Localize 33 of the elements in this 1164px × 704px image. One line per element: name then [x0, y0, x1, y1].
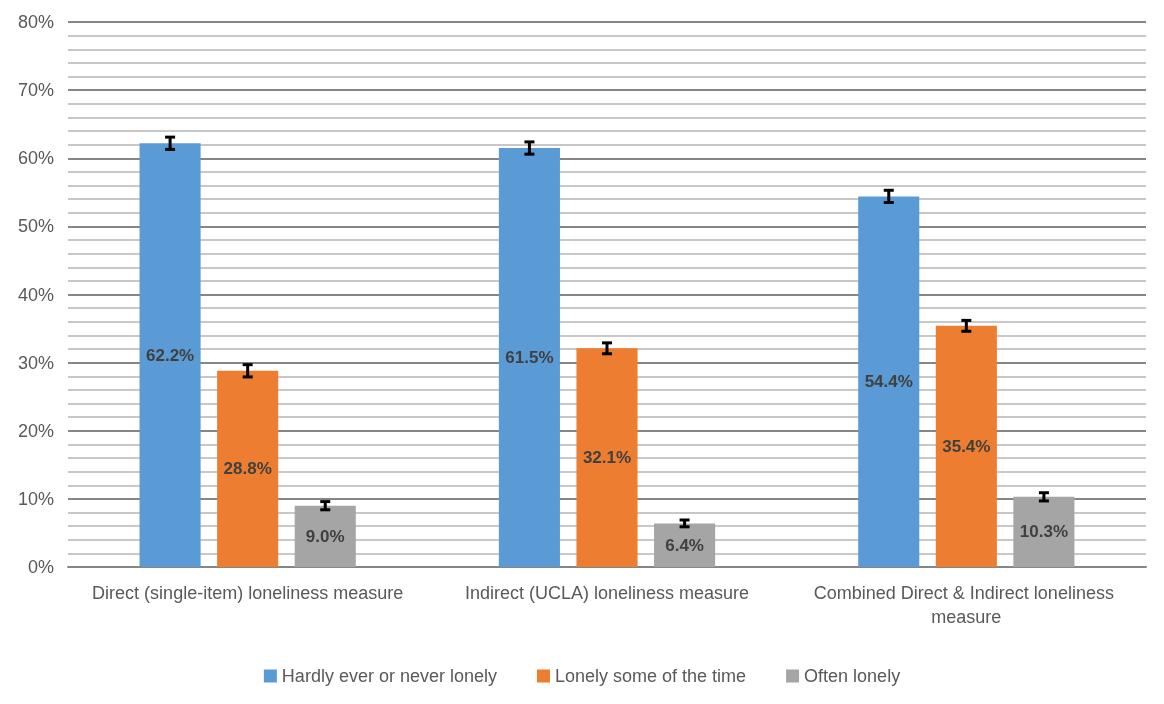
bar [858, 196, 920, 567]
bar [294, 505, 356, 567]
bar [498, 148, 560, 567]
y-tick-label: 50% [17, 216, 54, 237]
data-label: 28.8% [223, 459, 272, 479]
y-tick-label: 80% [17, 12, 54, 32]
y-tick-label: 40% [17, 284, 54, 305]
y-tick-label: 0% [27, 557, 54, 577]
bar [654, 523, 716, 567]
bar [1013, 496, 1075, 567]
y-tick-label: 60% [17, 148, 54, 169]
legend-label: Lonely some of the time [554, 666, 747, 686]
y-tick-label: 20% [17, 420, 54, 441]
data-label: 6.4% [665, 535, 704, 555]
data-label: 10.3% [1019, 522, 1069, 542]
data-label: 35.4% [942, 436, 991, 456]
y-tick-label: 30% [17, 352, 54, 373]
x-tick-label: Direct (single-item) loneliness measure [92, 583, 404, 603]
data-label: 32.1% [582, 448, 632, 468]
x-tick-label: Combined Direct & Indirect loneliness measure [813, 583, 1119, 627]
bar [935, 325, 997, 567]
legend-label: Hardly ever or never lonely [281, 666, 497, 686]
bar [217, 370, 279, 567]
y-tick-label: 10% [17, 488, 54, 509]
x-tick-label: Indirect (UCLA) loneliness measure [464, 583, 750, 603]
data-label: 61.5% [505, 348, 554, 368]
legend-label: Often lonely [804, 666, 901, 686]
y-tick-label: 70% [17, 80, 54, 101]
bar [576, 348, 638, 567]
bar [139, 143, 201, 567]
data-label: 62.2% [145, 345, 195, 365]
data-label: 54.4% [864, 372, 913, 392]
data-label: 9.0% [305, 526, 345, 546]
